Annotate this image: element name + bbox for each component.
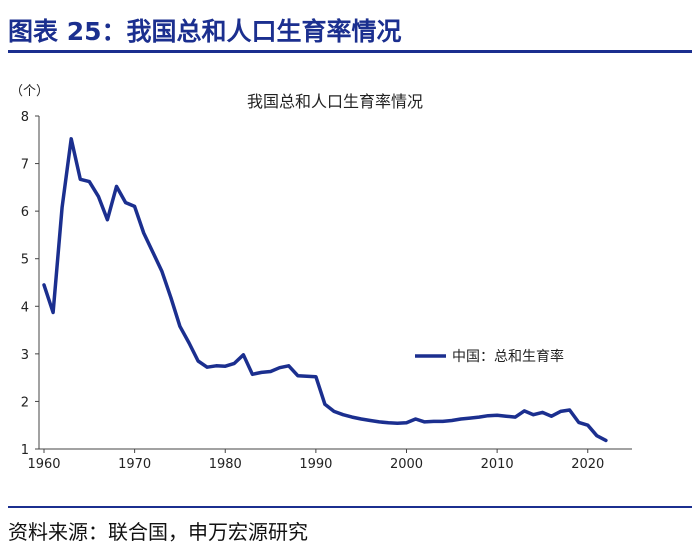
data-point: [523, 410, 526, 412]
fertility-rate-line: [42, 137, 608, 443]
data-point: [306, 375, 308, 378]
y-unit-label: （个）: [10, 84, 49, 99]
data-point: [79, 178, 82, 181]
line-chart: 我国总和人口生育率情况 （个） 1 2 3 4 5 6 7 8 1960 1970 1980 199…: [10, 84, 632, 472]
data-point: [360, 418, 362, 420]
data-point: [324, 403, 326, 406]
data-point: [215, 364, 217, 367]
y-tick-label: 2: [21, 395, 29, 410]
y-tick-label: 6: [21, 205, 29, 220]
source-note: 资料来源：联合国，申万宏源研究: [8, 520, 308, 544]
data-point: [605, 439, 607, 442]
data-point: [170, 296, 172, 299]
x-tick-label: 2000: [390, 457, 423, 472]
data-point: [487, 414, 489, 417]
header-rule: [8, 50, 692, 53]
data-point: [478, 416, 480, 418]
data-point: [206, 366, 208, 368]
data-point: [179, 325, 181, 328]
data-point: [106, 218, 109, 221]
data-point: [52, 311, 54, 314]
data-point: [577, 421, 580, 424]
data-point: [351, 416, 353, 418]
y-tick-label: 7: [21, 158, 29, 173]
data-point: [197, 360, 199, 362]
data-point: [596, 434, 598, 437]
data-point: [142, 232, 145, 234]
data-point: [532, 413, 535, 416]
x-tick-label: 1960: [27, 457, 60, 472]
data-point: [469, 417, 471, 419]
data-point: [43, 284, 45, 286]
chart-title: 我国总和人口生育率情况: [247, 92, 423, 111]
data-point: [387, 422, 390, 424]
data-point: [269, 370, 272, 373]
data-point: [251, 373, 254, 376]
data-point: [133, 205, 136, 208]
data-point: [559, 410, 562, 413]
data-point: [70, 138, 72, 140]
y-tick-label: 3: [21, 348, 29, 363]
footer-rule: [8, 506, 692, 508]
data-point: [88, 180, 91, 183]
y-axis-ticks: 1 2 3 4 5 6 7 8: [21, 110, 39, 458]
data-points: [43, 138, 607, 442]
data-point: [287, 364, 290, 367]
y-tick-label: 4: [21, 300, 29, 315]
data-point: [460, 418, 462, 420]
legend-label: 中国：总和生育率: [452, 348, 564, 365]
data-point: [505, 415, 507, 417]
data-point: [342, 413, 344, 416]
x-tick-label: 1980: [209, 457, 242, 472]
data-point: [278, 366, 281, 369]
data-point: [97, 195, 100, 198]
figure-title: 图表 25：我国总和人口生育率情况: [8, 17, 402, 46]
x-axis-ticks: 1960 1970 1980 1990 2000 2010 2020: [27, 449, 604, 472]
data-point: [224, 365, 227, 368]
data-point: [369, 419, 372, 422]
x-tick-label: 2010: [481, 457, 514, 472]
data-point: [514, 416, 517, 418]
data-point: [414, 418, 417, 420]
data-point: [242, 354, 245, 356]
data-point: [496, 414, 498, 417]
data-point: [161, 270, 163, 272]
data-point: [423, 421, 426, 423]
data-point: [188, 342, 190, 344]
data-point: [441, 420, 444, 423]
data-point: [451, 419, 453, 422]
legend: 中国：总和生育率: [415, 348, 564, 365]
data-point: [550, 415, 553, 417]
x-tick-label: 2020: [571, 457, 604, 472]
data-point: [586, 424, 589, 427]
data-point: [568, 409, 571, 411]
data-point: [61, 206, 63, 209]
y-tick-label: 8: [21, 110, 29, 125]
data-point: [233, 362, 236, 365]
data-point: [115, 185, 118, 188]
x-tick-label: 1970: [118, 457, 151, 472]
x-tick-label: 1990: [299, 457, 332, 472]
data-point: [396, 422, 399, 425]
data-point: [405, 422, 408, 424]
data-point: [260, 371, 263, 374]
data-point: [151, 251, 154, 253]
data-point: [378, 421, 381, 423]
data-point: [315, 375, 317, 378]
data-point: [541, 411, 544, 414]
y-tick-label: 1: [21, 443, 29, 458]
data-point: [432, 420, 435, 423]
y-tick-label: 5: [21, 253, 29, 268]
data-point: [124, 201, 127, 204]
data-point: [333, 410, 335, 413]
data-point: [296, 374, 299, 377]
